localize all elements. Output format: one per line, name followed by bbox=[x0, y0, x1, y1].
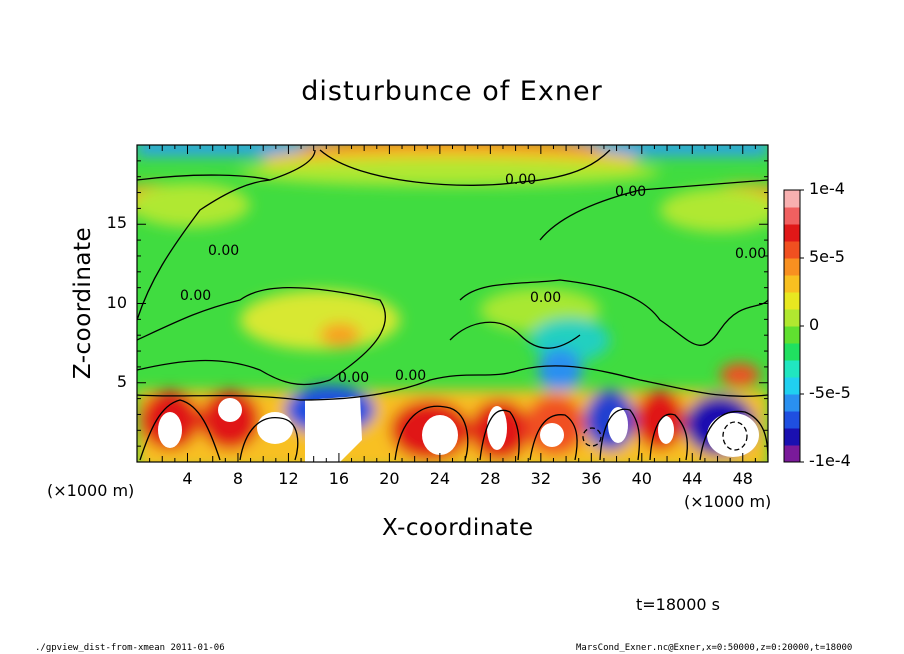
colorbar-swatch bbox=[784, 360, 800, 378]
x-unit-right: (×1000 m) bbox=[684, 492, 772, 511]
x-tick-label: 24 bbox=[429, 469, 451, 488]
colorbar-swatch bbox=[784, 241, 800, 259]
colorbar-tick-label: 0 bbox=[809, 315, 820, 334]
colorbar-tick-label: 1e-4 bbox=[809, 179, 845, 198]
colorbar-swatch bbox=[784, 258, 800, 276]
colorbar-tick-label: -5e-5 bbox=[809, 383, 851, 402]
contour-label: 0.00 bbox=[505, 172, 536, 188]
negative-contours bbox=[582, 421, 748, 451]
contour-label: 0.00 bbox=[615, 184, 646, 200]
footer-right: MarsCond_Exner.nc@Exner,x=0:50000,z=0:20… bbox=[576, 643, 853, 653]
y-axis-label: Z-coordinate bbox=[70, 226, 96, 380]
colorbar-swatch bbox=[784, 445, 800, 463]
contour-label: 0.00 bbox=[338, 370, 369, 386]
contour-label: 0.00 bbox=[530, 290, 561, 306]
colorbar-swatch bbox=[784, 190, 800, 208]
x-tick-label: 36 bbox=[581, 469, 602, 488]
x-tick-label: 4 bbox=[182, 469, 193, 488]
x-tick-label: 32 bbox=[530, 469, 552, 488]
contour-labels: 0.00 0.00 0.00 0.00 0.00 0.00 0.00 0.00 bbox=[180, 172, 766, 386]
colorbar-swatch bbox=[784, 343, 800, 361]
colorbar-tick-label: -1e-4 bbox=[809, 451, 851, 470]
colorbar-swatch bbox=[784, 377, 800, 395]
contour-label: 0.00 bbox=[208, 243, 239, 259]
y-tick-label: 15 bbox=[106, 213, 127, 233]
y-tick-label: 10 bbox=[106, 292, 127, 312]
x-unit-left: (×1000 m) bbox=[47, 481, 135, 500]
colorbar-swatch bbox=[784, 428, 800, 446]
time-label: t=18000 s bbox=[636, 595, 720, 614]
x-tick-label: 44 bbox=[682, 469, 703, 488]
contour-label: 0.00 bbox=[395, 368, 426, 384]
x-tick-label: 12 bbox=[278, 469, 299, 488]
tick-marks bbox=[137, 145, 768, 462]
footer-left: ./gpview_dist-from-xmean 2011-01-06 bbox=[35, 643, 225, 653]
x-tick-label: 8 bbox=[232, 469, 244, 488]
x-tick-label: 20 bbox=[379, 469, 400, 488]
x-tick-label: 40 bbox=[631, 469, 652, 488]
x-tick-label: 16 bbox=[328, 469, 350, 488]
x-tick-label: 28 bbox=[480, 469, 501, 488]
y-tick-label: 5 bbox=[116, 371, 127, 391]
chart-title: disturbunce of Exner bbox=[301, 76, 603, 107]
colorbar-swatch bbox=[784, 275, 800, 293]
colorbar bbox=[783, 189, 804, 463]
contour-label: 0.00 bbox=[180, 288, 211, 304]
colorbar-swatch bbox=[784, 411, 800, 429]
colorbar-swatch bbox=[784, 292, 800, 310]
colorbar-tick-label: 5e-5 bbox=[809, 247, 845, 266]
colorbar-swatch bbox=[784, 309, 800, 327]
x-axis-label: X-coordinate bbox=[382, 515, 534, 541]
contour-label: 0.00 bbox=[735, 246, 766, 262]
colorbar-swatch bbox=[784, 326, 800, 344]
colorbar-swatch bbox=[784, 394, 800, 412]
colorbar-swatch bbox=[784, 224, 800, 242]
colorbar-swatch bbox=[784, 207, 800, 225]
x-tick-label: 48 bbox=[732, 469, 753, 488]
heatmap-field bbox=[137, 145, 768, 462]
contour-lines bbox=[137, 149, 768, 461]
